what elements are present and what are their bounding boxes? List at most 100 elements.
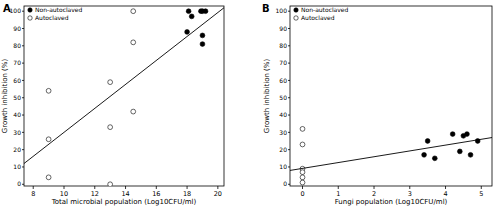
point [203, 9, 208, 14]
y-tick-label: 60 [279, 77, 287, 84]
y-tick [22, 132, 24, 133]
legend-marker [28, 8, 32, 12]
x-tick-label: 18 [183, 190, 191, 198]
plot-frame [290, 6, 492, 186]
x-tick-label: 10 [60, 190, 68, 198]
y-tick [288, 149, 290, 150]
point [108, 80, 113, 85]
x-tick-label: 5 [479, 190, 483, 198]
y-tick [288, 45, 290, 46]
y-tick [22, 184, 24, 185]
point [457, 149, 462, 154]
x-tick-label: 1 [336, 190, 340, 198]
x-tick [125, 186, 126, 189]
x-tick-label: 4 [443, 190, 447, 198]
x-tick [302, 186, 303, 189]
y-tick [22, 97, 24, 98]
y-tick [22, 28, 24, 29]
x-tick-label: 16 [152, 190, 160, 198]
y-tick [288, 166, 290, 167]
x-axis-label: Fungi population (Log10CFU/ml) [335, 198, 448, 206]
y-tick [22, 45, 24, 46]
y-tick-label: 30 [13, 129, 21, 136]
y-tick [22, 166, 24, 167]
y-tick-label: 30 [279, 129, 287, 136]
x-tick [217, 186, 218, 189]
legend-marker [294, 8, 298, 12]
y-tick [288, 132, 290, 133]
panel: B0123450102030405060708090100Fungi popul… [262, 3, 492, 206]
y-tick [288, 97, 290, 98]
point [46, 137, 51, 142]
y-tick-label: 70 [13, 59, 21, 66]
y-tick-label: 0 [17, 180, 21, 187]
x-tick [33, 186, 34, 189]
y-tick-label: 0 [283, 180, 287, 187]
x-tick-label: 8 [31, 190, 35, 198]
point [200, 42, 205, 47]
x-axis-label: Total microbial population (Log10CFU/ml) [51, 198, 197, 206]
legend-label: Autoclaved [301, 14, 335, 21]
y-tick [288, 11, 290, 12]
y-tick [288, 184, 290, 185]
point [131, 9, 136, 14]
y-tick-label: 10 [13, 163, 21, 170]
y-tick [288, 115, 290, 116]
point [432, 156, 437, 161]
y-axis-label: Growth inhibition (%) [263, 59, 271, 134]
legend-marker [294, 16, 298, 20]
y-tick [22, 80, 24, 81]
point [300, 175, 305, 180]
plot-area [24, 8, 224, 186]
x-tick-label: 12 [91, 190, 99, 198]
panel-title: B [262, 3, 270, 14]
x-tick [156, 186, 157, 189]
point [108, 182, 113, 186]
legend-label: Non-autoclaved [35, 6, 83, 13]
y-tick [22, 115, 24, 116]
legend-label: Non-autoclaved [301, 6, 349, 13]
y-tick [288, 28, 290, 29]
x-tick [374, 186, 375, 189]
x-tick [409, 186, 410, 189]
legend-label: Autoclaved [35, 14, 69, 21]
point [468, 152, 473, 157]
point [425, 139, 430, 144]
legend-marker [28, 16, 32, 20]
fit-line [290, 138, 492, 171]
x-tick [94, 186, 95, 189]
point [185, 30, 190, 35]
y-axis-label: Growth inhibition (%) [1, 59, 9, 134]
y-tick-label: 100 [276, 7, 288, 14]
x-tick [445, 186, 446, 189]
x-tick-label: 0 [300, 190, 304, 198]
y-tick [22, 11, 24, 12]
y-tick [22, 63, 24, 64]
y-tick-label: 20 [13, 146, 21, 153]
point [200, 33, 205, 38]
y-tick-label: 20 [279, 146, 287, 153]
point [300, 126, 305, 131]
x-tick [338, 186, 339, 189]
x-tick-label: 2 [372, 190, 376, 198]
plot-area [290, 126, 492, 184]
point [300, 142, 305, 147]
x-tick-label: 3 [408, 190, 412, 198]
x-tick-label: 14 [121, 190, 129, 198]
figure: A81012141618200102030405060708090100Tota… [0, 0, 500, 206]
fit-line [24, 8, 224, 164]
point [108, 125, 113, 130]
y-tick [288, 63, 290, 64]
point [46, 88, 51, 93]
point [300, 170, 305, 175]
y-tick-label: 70 [279, 59, 287, 66]
y-tick-label: 80 [13, 42, 21, 49]
point [186, 9, 191, 14]
point [422, 152, 427, 157]
y-tick-label: 40 [279, 111, 287, 118]
y-tick [288, 80, 290, 81]
x-tick [481, 186, 482, 189]
x-tick-label: 20 [214, 190, 222, 198]
point [465, 132, 470, 137]
x-tick [187, 186, 188, 189]
